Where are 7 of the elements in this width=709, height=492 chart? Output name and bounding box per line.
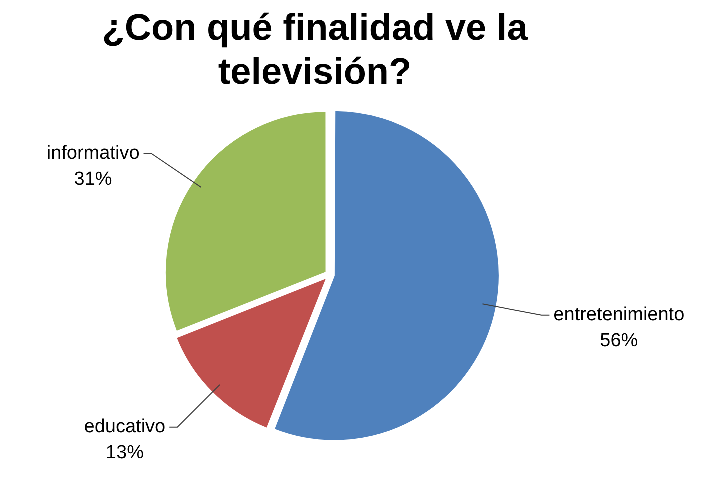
- data-label: 31%: [74, 169, 112, 190]
- slice-label: entretenimiento: [554, 304, 685, 326]
- data-label: 56%: [600, 330, 638, 352]
- chart-title: ¿Con qué finalidad ve la televisión?: [101, 6, 529, 94]
- slice-label: informativo: [46, 143, 140, 164]
- data-label: 13%: [106, 442, 144, 464]
- slice-label: educativo: [84, 416, 166, 438]
